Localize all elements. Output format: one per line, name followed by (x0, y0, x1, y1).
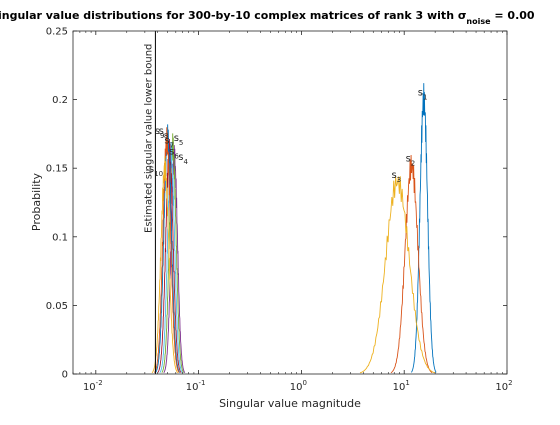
y-tick-label: 0 (62, 370, 68, 381)
plot-area (73, 31, 507, 374)
peak-label-s5: s5 (174, 133, 184, 147)
peak-label-s10: s10 (149, 164, 163, 178)
peak-label-s3: s3 (391, 170, 401, 184)
y-tick-label: 0.25 (46, 27, 68, 38)
chart-title-main: ingular value distributions for 300-by-1… (0, 9, 466, 22)
x-tick-label: 101 (393, 379, 410, 393)
series-line-s5 (161, 133, 184, 373)
series-line-s4 (163, 145, 186, 373)
y-axis: 0 0.05 0.1 0.15 0.2 0.25 (46, 27, 507, 381)
axes-box (72, 30, 508, 375)
peak-label-s1: s1 (418, 88, 428, 102)
y-tick-label: 0.05 (46, 301, 68, 312)
series-line-s2 (390, 155, 433, 374)
x-axis-label: Singular value magnitude (219, 397, 361, 410)
y-tick-label: 0.1 (52, 232, 68, 243)
chart-title-suffix: = 0.00 (491, 9, 535, 22)
series-line-s3 (359, 176, 436, 374)
peak-label-s6: s6 (169, 146, 179, 160)
peak-label-s8: s8 (159, 126, 169, 140)
y-axis-label: Probability (30, 172, 43, 231)
series-line-s7 (157, 138, 182, 373)
series-line-s6 (159, 141, 183, 373)
peak-label-s7: s7 (164, 136, 174, 150)
series-line-s1 (411, 83, 437, 373)
peak-label-s2: s2 (406, 153, 416, 167)
chart-title-subscript: noise (466, 17, 491, 26)
peak-label-s9: s9 (155, 126, 165, 140)
x-tick-label: 102 (495, 379, 512, 393)
x-tick-label: 10-2 (83, 379, 103, 393)
x-axis: 10-2 10-1 100 101 102 (72, 31, 513, 393)
x-tick-label: 10-1 (186, 379, 206, 393)
series-line-s10 (151, 156, 179, 374)
y-tick-label: 0.2 (52, 95, 68, 106)
lower-bound-layer: Estimated singular value lower bound (143, 31, 156, 374)
series-layer (151, 83, 437, 374)
y-tick-label: 0.15 (46, 164, 68, 175)
series-line-s8 (155, 124, 181, 373)
chart-title: ingular value distributions for 300-by-1… (0, 9, 535, 26)
series-line-s9 (154, 127, 180, 373)
x-tick-label: 100 (290, 379, 307, 393)
lower-bound-label: Estimated singular value lower bound (143, 44, 154, 233)
peak-label-s4: s4 (178, 152, 188, 166)
